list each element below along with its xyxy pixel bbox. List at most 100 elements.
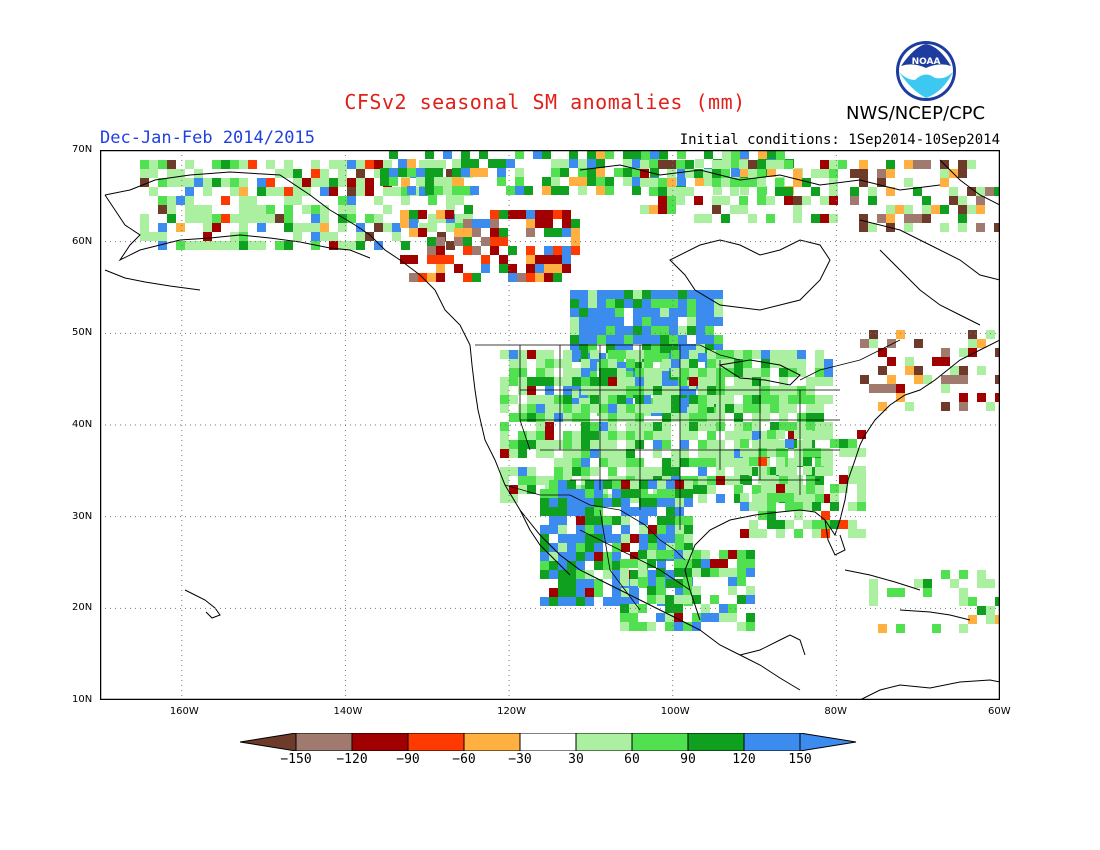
anomaly-cell (540, 507, 549, 516)
anomaly-cell (461, 150, 470, 159)
anomaly-cell (696, 308, 705, 317)
anomaly-cell (626, 422, 635, 431)
anomaly-cell (230, 214, 239, 223)
anomaly-cell (497, 177, 506, 186)
anomaly-cell (714, 344, 723, 353)
anomaly-cell (829, 214, 838, 223)
anomaly-cell (392, 187, 401, 196)
anomaly-cell (719, 604, 728, 613)
anomaly-cell (658, 187, 667, 196)
anomaly-cell (590, 395, 599, 404)
anomaly-cell (257, 205, 266, 214)
anomaly-cell (400, 219, 409, 228)
anomaly-cell (698, 485, 707, 494)
anomaly-cell (761, 377, 770, 386)
anomaly-cell (707, 485, 716, 494)
anomaly-cell (959, 402, 968, 411)
anomaly-cell (662, 404, 671, 413)
anomaly-cell (535, 219, 544, 228)
anomaly-cell (941, 348, 950, 357)
lon-label: 80W (824, 706, 847, 717)
anomaly-cell (674, 550, 683, 559)
anomaly-cell (642, 398, 651, 407)
anomaly-cell (526, 246, 535, 255)
anomaly-cell (455, 214, 464, 223)
anomaly-cell (698, 449, 707, 458)
anomaly-cell (689, 377, 698, 386)
anomaly-cell (785, 502, 794, 511)
anomaly-cell (594, 489, 603, 498)
initial-conditions-label: Initial conditions: 1Sep2014-10Sep2014 (679, 132, 1000, 148)
anomaly-cell (752, 377, 761, 386)
anomaly-cell (785, 520, 794, 529)
anomaly-cell (230, 241, 239, 250)
anomaly-cell (554, 359, 563, 368)
anomaly-cell (576, 489, 585, 498)
anomaly-cell (710, 613, 719, 622)
anomaly-cell (689, 413, 698, 422)
anomaly-cell (551, 186, 560, 195)
anomaly-cell (176, 169, 185, 178)
anomaly-cell (606, 344, 615, 353)
anomaly-cell (571, 228, 580, 237)
anomaly-cell (746, 559, 755, 568)
anomaly-cell (570, 299, 579, 308)
anomaly-cell (626, 359, 635, 368)
anomaly-cell (914, 579, 923, 588)
anomaly-cell (806, 476, 815, 485)
anomaly-cell (621, 480, 630, 489)
anomaly-cell (553, 255, 562, 264)
anomaly-cell (995, 615, 1000, 624)
anomaly-cell (694, 214, 703, 223)
anomaly-cell (558, 579, 567, 588)
anomaly-cell (603, 561, 612, 570)
anomaly-cell (167, 214, 176, 223)
anomaly-cell (821, 457, 830, 466)
anomaly-cell (257, 178, 266, 187)
anomaly-cell (767, 448, 776, 457)
anomaly-cell (687, 389, 696, 398)
anomaly-cell (470, 168, 479, 177)
anomaly-cell (527, 395, 536, 404)
anomaly-cell (594, 498, 603, 507)
anomaly-cell (692, 568, 701, 577)
anomaly-cell (581, 404, 590, 413)
anomaly-cell (642, 344, 651, 353)
anomaly-cell (374, 169, 383, 178)
anomaly-cell (958, 205, 967, 214)
anomaly-cell (737, 568, 746, 577)
anomaly-cell (698, 377, 707, 386)
anomaly-cell (380, 168, 389, 177)
anomaly-cell (526, 219, 535, 228)
anomaly-cell (719, 559, 728, 568)
anomaly-cell (608, 458, 617, 467)
anomaly-cell (684, 516, 693, 525)
anomaly-cell (830, 484, 839, 493)
anomaly-cell (761, 431, 770, 440)
anomaly-cell (635, 440, 644, 449)
anomaly-cell (737, 577, 746, 586)
anomaly-cell (490, 219, 499, 228)
anomaly-cell (914, 339, 923, 348)
anomaly-cell (689, 368, 698, 377)
anomaly-cell (793, 178, 802, 187)
anomaly-cell (815, 404, 824, 413)
anomaly-cell (581, 359, 590, 368)
anomaly-cell (895, 205, 904, 214)
anomaly-cell (680, 458, 689, 467)
anomaly-cell (509, 449, 518, 458)
anomaly-cell (824, 467, 833, 476)
anomaly-cell (788, 467, 797, 476)
anomaly-cell (540, 561, 549, 570)
anomaly-cell (734, 476, 743, 485)
anomaly-cell (570, 290, 579, 299)
anomaly-cell (581, 440, 590, 449)
anomaly-cell (590, 449, 599, 458)
anomaly-cell (869, 384, 878, 393)
anomaly-cell (158, 223, 167, 232)
colorbar-max-arrow (799, 733, 857, 751)
anomaly-cell (731, 150, 740, 159)
anomaly-cell (678, 299, 687, 308)
anomaly-cell (257, 223, 266, 232)
anomaly-cell (621, 525, 630, 534)
